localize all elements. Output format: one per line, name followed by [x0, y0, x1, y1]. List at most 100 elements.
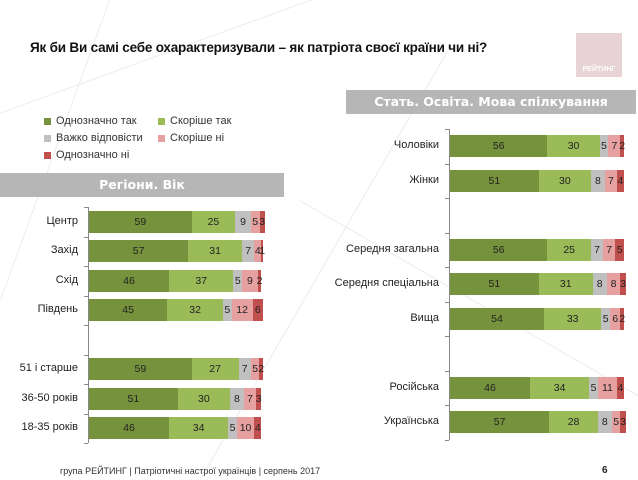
bar-segment: 1: [259, 240, 265, 263]
category-label: Російська: [389, 380, 439, 393]
bar-segment: 2: [257, 269, 262, 292]
bar-segment: 7: [603, 238, 616, 261]
legend-label: Скоріше так: [170, 115, 232, 127]
bar-segment: 8: [606, 273, 621, 296]
category-label: 18-35 років: [21, 421, 78, 434]
bar-segment: 2: [619, 307, 625, 330]
category-label: Середня загальна: [346, 242, 439, 255]
bar-segment: 9: [235, 210, 251, 233]
axis-tick: [84, 354, 88, 356]
bar-segment: 6: [252, 299, 263, 322]
bar-segment: 7: [604, 169, 617, 192]
bar-segment: 30: [547, 135, 600, 158]
bar-segment: 7: [590, 238, 604, 261]
bar-segment: 7: [243, 387, 256, 410]
logo-text: РЕЙТИНГ: [582, 66, 616, 73]
stacked-bar: 51 30 8 7 4: [450, 169, 624, 192]
category-axis: [449, 129, 450, 440]
bar-segment: 4: [617, 376, 624, 399]
bar-segment: 25: [191, 210, 236, 233]
category-label: Середня спеціальна: [334, 277, 439, 290]
gender-education-language-banner: Стать. Освіта. Мова спілкування: [346, 90, 636, 114]
legend-label: Скоріше ні: [170, 132, 225, 144]
legend-item: Однозначно ні: [44, 149, 129, 161]
bar-segment: 56: [450, 135, 548, 158]
category-label: Жінки: [409, 173, 439, 186]
bar-segment: 37: [169, 269, 234, 292]
stacked-bar: 45 32 5 12 6: [89, 299, 263, 322]
legend-label: Важко відповісти: [56, 132, 143, 144]
category-label: 51 і старше: [19, 362, 78, 375]
stacked-bar: 57 31 7 4 1: [89, 240, 265, 263]
legend-item: Скоріше ні: [158, 132, 224, 144]
legend-swatch: [158, 134, 165, 142]
category-label: 36-50 років: [21, 391, 78, 404]
bar-segment: 5: [615, 238, 624, 261]
bar-segment: 30: [177, 387, 230, 410]
bar-segment: 57: [89, 240, 189, 263]
bar-segment: 8: [590, 169, 605, 192]
category-label: Чоловіки: [393, 139, 439, 152]
bar-segment: 5: [599, 135, 609, 158]
bar-segment: 2: [258, 358, 264, 381]
bar-segment: 7: [242, 240, 255, 263]
category-label: Українська: [383, 415, 439, 428]
axis-tick: [84, 413, 88, 415]
bar-segment: 5: [601, 307, 611, 330]
axis-tick: [445, 267, 449, 268]
category-label: Центр: [46, 214, 79, 227]
legend-item: Однозначно так: [44, 115, 137, 127]
bar-segment: 11: [597, 376, 617, 399]
bar-segment: 4: [254, 417, 262, 440]
bar-segment: 5: [250, 210, 260, 233]
legend-swatch: [44, 151, 51, 159]
legend-label: Однозначно ні: [56, 149, 130, 161]
stacked-bar: 46 37 5 9 2: [89, 269, 262, 292]
legend-swatch: [44, 117, 51, 125]
axis-tick: [84, 266, 88, 267]
bar-segment: 34: [530, 376, 590, 399]
bar-segment: 25: [547, 238, 591, 261]
bar-segment: 5: [222, 299, 232, 322]
stacked-bar: 56 25 7 7 5: [450, 238, 624, 261]
bar-segment: 27: [191, 358, 239, 381]
category-label: Вища: [410, 311, 439, 324]
bar-segment: 8: [592, 273, 607, 296]
bar-segment: 46: [89, 269, 170, 292]
bar-segment: 3: [256, 387, 262, 410]
axis-tick: [445, 405, 449, 406]
bar-segment: 51: [89, 387, 178, 410]
footer-text: група РЕЙТИНГ | Патріотичні настрої укра…: [60, 466, 321, 476]
stacked-bar: 59 25 9 5 3: [89, 210, 265, 233]
bar-segment: 59: [89, 358, 192, 381]
axis-tick: [84, 443, 88, 444]
bar-segment: 5: [250, 358, 260, 381]
bar-segment: 3: [620, 273, 626, 296]
category-label: Південь: [37, 303, 78, 316]
bar-segment: 4: [254, 240, 262, 263]
slide-title: Як би Ви самі себе охарактеризували – як…: [30, 40, 488, 55]
axis-tick: [445, 370, 449, 372]
bar-segment: 46: [450, 376, 531, 399]
legend-swatch: [158, 117, 165, 125]
bar-segment: 3: [259, 210, 265, 233]
bar-segment: 10: [236, 417, 255, 440]
bar-segment: 59: [89, 210, 192, 233]
bar-segment: 56: [450, 238, 548, 261]
axis-tick: [445, 129, 449, 130]
bar-segment: 7: [238, 358, 251, 381]
legend-item: Скоріше так: [158, 115, 231, 127]
bar-segment: 3: [620, 411, 626, 434]
stacked-bar: 51 31 8 8 3: [450, 273, 626, 296]
stacked-bar: 46 34 5 10 4: [89, 417, 262, 440]
axis-tick: [84, 325, 88, 326]
bar-segment: 30: [538, 169, 591, 192]
bar-segment: 46: [89, 417, 170, 440]
legend-item: Важко відповісти: [44, 132, 143, 144]
axis-tick: [84, 384, 88, 385]
regions-age-banner: Регіони. Вік: [0, 173, 284, 197]
stacked-bar: 59 27 7 5 2: [89, 358, 264, 381]
stacked-bar: 56 30 5 7 2: [450, 135, 625, 158]
category-axis: [88, 207, 89, 443]
bar-segment: 51: [450, 169, 539, 192]
